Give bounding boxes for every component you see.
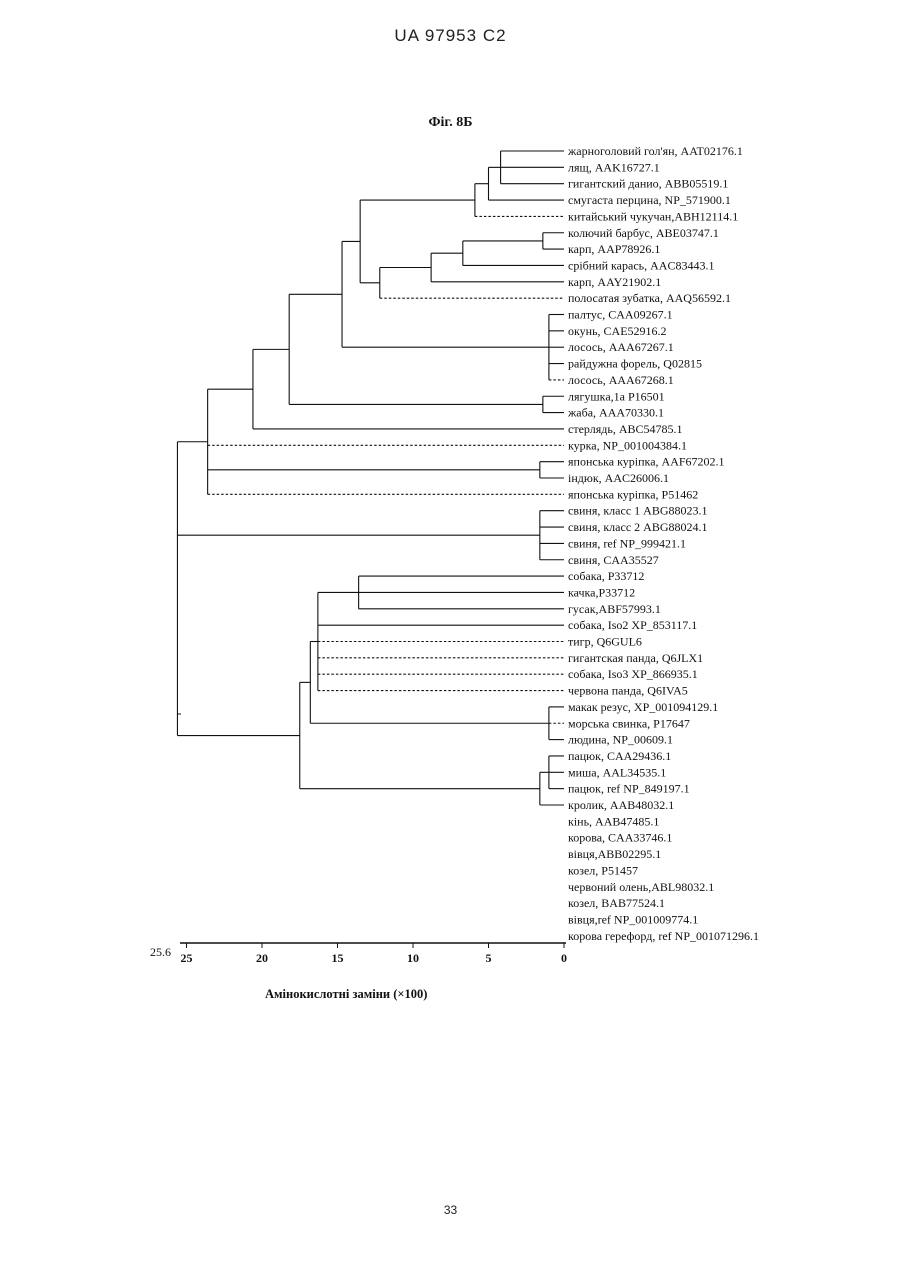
tick-label: 5 [486, 951, 492, 965]
leaf-label: собака, Iso2 XP_853117.1 [568, 618, 697, 632]
leaf-label: червона панда, Q6IVA5 [568, 684, 688, 698]
leaf-label: вівця,ABB02295.1 [568, 847, 661, 861]
leaf-label: лящ, AAK16727.1 [568, 160, 660, 174]
leaf-label: качка,P33712 [568, 585, 635, 599]
leaf-label: курка, NP_001004384.1 [568, 438, 687, 452]
leaf-label: стерлядь, ABC54785.1 [568, 422, 683, 436]
leaf-label: свиня, ref NP_999421.1 [568, 536, 686, 550]
leaf-label: карп, AAP78926.1 [568, 242, 660, 256]
leaf-label: собака, P33712 [568, 569, 644, 583]
tick-label: 0 [561, 951, 567, 965]
leaf-label: колючий барбус, ABE03747.1 [568, 226, 719, 240]
leaf-label: червоний олень,ABL98032.1 [568, 880, 714, 894]
leaf-label: карп, AAY21902.1 [568, 275, 661, 289]
leaf-label: козел, P51457 [568, 863, 638, 877]
leaf-label: китайський чукучан,ABH12114.1 [568, 209, 738, 223]
leaf-label: свиня, класс 1 ABG88023.1 [568, 504, 708, 518]
tick-label: 25 [181, 951, 193, 965]
leaf-label: миша, AAL34535.1 [568, 765, 666, 779]
leaf-label: гигантская панда, Q6JLX1 [568, 651, 703, 665]
leaf-label: райдужна форель, Q02815 [568, 357, 702, 371]
page-number: 33 [0, 1203, 901, 1217]
leaf-label: палтус, CAA09267.1 [568, 308, 673, 322]
leaf-labels: жарноголовий гол'ян, AAT02176.1 лящ, AAK1… [567, 144, 759, 943]
leaf-label: корова, CAA33746.1 [568, 831, 672, 845]
leaf-label: кролик, AAB48032.1 [568, 798, 674, 812]
leaf-label: свиня, класс 2 ABG88024.1 [568, 520, 708, 534]
leaf-label: корова герефорд, ref NP_001071296.1 [568, 929, 759, 943]
scale-label: 25.6 [150, 945, 171, 959]
leaf-label: морська свинка, P17647 [568, 716, 690, 730]
leaf-label: вівця,ref NP_001009774.1 [568, 912, 698, 926]
tick-label: 20 [256, 951, 268, 965]
axis-title: Амінокислотні заміни (×100) [265, 987, 427, 1001]
leaf-label: козел, BAB77524.1 [568, 896, 665, 910]
leaf-label: жарноголовий гол'ян, AAT02176.1 [567, 144, 743, 158]
leaf-label: японська куріпка, P51462 [568, 487, 698, 501]
leaf-label: тигр, Q6GUL6 [568, 635, 642, 649]
leaf-label: жаба, AAA70330.1 [567, 406, 664, 420]
leaf-label: японська куріпка, AAF67202.1 [568, 455, 725, 469]
leaf-label: людина, NP_00609.1 [568, 733, 673, 747]
tick-label: 10 [407, 951, 419, 965]
leaf-label: собака, Iso3 XP_866935.1 [568, 667, 698, 681]
leaf-label: лосось, AAA67267.1 [568, 340, 674, 354]
leaf-label: гигантский данио, ABB05519.1 [568, 177, 728, 191]
leaf-label: окунь, CAE52916.2 [568, 324, 667, 338]
leaf-label: полосатая зубатка, AAQ56592.1 [568, 291, 731, 305]
leaf-label: пацюк, CAA29436.1 [568, 749, 671, 763]
axis-ticks: 25 20 15 10 5 0 [181, 943, 568, 965]
leaf-label: срібний карась, AAC83443.1 [568, 258, 714, 272]
tick-label: 15 [332, 951, 344, 965]
leaf-label: індюк, AAC26006.1 [568, 471, 669, 485]
leaf-label: макак резус, XP_001094129.1 [568, 700, 718, 714]
leaf-label: свиня, CAA35527 [568, 553, 659, 567]
distance-axis: 25 20 15 10 5 0 25.6 Амінокислотні заміни (×1… [150, 943, 567, 1001]
leaf-label: кінь, AAB47485.1 [568, 814, 659, 828]
leaf-label: пацюк, ref NP_849197.1 [568, 782, 690, 796]
leaf-label: смугаста перцина, NP_571900.1 [568, 193, 731, 207]
tree-branches [177, 151, 564, 805]
leaf-label: лягушка,1a P16501 [568, 389, 665, 403]
leaf-label: гусак,ABF57993.1 [568, 602, 661, 616]
leaf-label: лосось, AAA67268.1 [568, 373, 674, 387]
